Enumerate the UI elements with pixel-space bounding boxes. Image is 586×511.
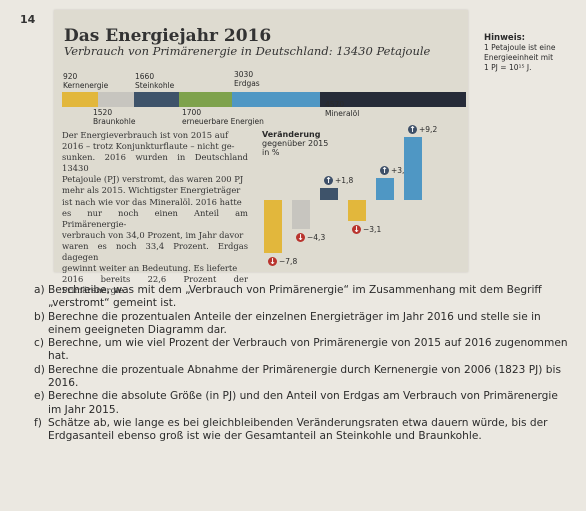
- change-value: +1,8: [335, 175, 354, 185]
- segment-name: erneuerbare Energien: [182, 117, 264, 126]
- hint-label: Hinweis:: [484, 33, 526, 43]
- segment-braunkohle: [98, 92, 134, 107]
- task-text: Schätze ab, wie lange es bei gleichbleib…: [48, 416, 548, 443]
- body-line: gewinnt weiter an Bedeutung. Es lieferte: [62, 263, 238, 274]
- hint-line: 1 PJ = 10¹⁵ J.: [484, 63, 532, 72]
- task-a: a) Beschreibe, was mit dem „Verbrauch von…: [34, 284, 574, 311]
- arrow-up-icon: ↑: [380, 166, 389, 176]
- task-letter: f): [34, 416, 42, 429]
- chart-sub: gegenüber 2015: [262, 139, 329, 148]
- infobox-title: Das Energiejahr 2016: [64, 26, 272, 46]
- segment-name: Steinkohle: [135, 81, 175, 90]
- segment-value: 1700: [182, 108, 202, 117]
- change-value: +3,2: [391, 166, 410, 176]
- change-value: −7,8: [279, 257, 298, 267]
- body-line: mehr als 2015. Wichtigster Energieträger: [62, 185, 241, 196]
- segment-value: 3030: [234, 70, 254, 79]
- task-text: Beschreibe, was mit dem „Verbrauch von P…: [48, 284, 542, 310]
- body-line: es nur noch einen Anteil am Primärenergi…: [62, 207, 248, 229]
- arrow-up-icon: ↑: [408, 125, 417, 135]
- segment-mineraloel: [320, 92, 466, 107]
- segment-label-erneuerbare: 1700 erneuerbare Energien: [182, 108, 264, 126]
- hint-line: Energieeinheit mit: [484, 53, 554, 62]
- change-bar-label: ↑ +3,2: [380, 166, 410, 176]
- chart-sub: in %: [262, 148, 280, 157]
- task-list: a) Beschreibe, was mit dem „Verbrauch von…: [34, 284, 574, 444]
- segment-steinkohle: [134, 92, 179, 107]
- segment-label-kernenergie: 920 Kernenergie: [63, 72, 108, 90]
- task-c: c) Berechne, um wie viel Prozent der Verb…: [34, 337, 574, 364]
- change-bar-label: ↑ +1,8: [324, 175, 354, 185]
- segment-label-steinkohle: 1660 Steinkohle: [135, 72, 174, 90]
- change-bar-label: ↓ −4,3: [296, 233, 326, 243]
- task-letter: b): [34, 310, 45, 323]
- body-line: sunken. 2016 wurden in Deutschland 13430: [62, 152, 248, 174]
- body-line: ist nach wie vor das Mineralöl. 2016 hat…: [62, 196, 242, 207]
- task-f: f) Schätze ab, wie lange es bei gleichble…: [34, 417, 574, 444]
- task-text: Berechne die prozentuale Abnahme der Pri…: [48, 363, 561, 390]
- change-bar-label: ↓ −3,1: [352, 225, 382, 235]
- change-chart-heading: Veränderung gegenüber 2015 in %: [262, 130, 328, 157]
- task-b: b) Berechne die prozentualen Anteile der …: [34, 311, 574, 338]
- segment-name: Kernenergie: [63, 81, 109, 90]
- arrow-up-icon: ↑: [324, 175, 333, 185]
- arrow-down-icon: ↓: [296, 233, 305, 243]
- body-line: 2016 bereits 22,6 Prozent der Primärener…: [62, 274, 248, 296]
- infobox-subtitle: Verbrauch von Primärenergie in Deutschla…: [64, 44, 431, 58]
- task-letter: e): [34, 390, 45, 403]
- change-bar: [292, 200, 310, 230]
- arrow-down-icon: ↓: [352, 225, 361, 235]
- segment-value: 1520: [93, 108, 113, 117]
- task-text: Berechne, um wie viel Prozent der Verbra…: [48, 337, 568, 363]
- change-bar: [376, 178, 394, 200]
- change-bar: [320, 187, 338, 200]
- segment-kernenergie: [62, 92, 98, 107]
- segment-name: Erdgas: [234, 79, 260, 88]
- info-box: [54, 10, 468, 272]
- hint-line: 1 Petajoule ist eine: [484, 43, 556, 52]
- arrow-down-icon: ↓: [268, 257, 277, 267]
- body-line: waren es noch 33,4 Prozent. Erdgas dageg…: [62, 240, 248, 263]
- change-bar: [404, 137, 422, 200]
- body-line: 2016 – trotz Konjunkturflaute – nicht ge…: [62, 141, 235, 152]
- segment-value: 1660: [135, 72, 155, 81]
- change-bar-label: ↓ −7,8: [268, 257, 298, 267]
- hint-text: 1 Petajoule ist eine Energieeinheit mit …: [484, 43, 584, 73]
- task-d: d) Berechne die prozentuale Abnahme der P…: [34, 364, 574, 391]
- change-value: +9,2: [419, 125, 438, 135]
- change-bar: [348, 200, 366, 222]
- page-number: 14: [20, 13, 36, 26]
- task-text: Berechne die prozentualen Anteile der ei…: [48, 310, 541, 336]
- body-text: Der Energieverbrauch ist von 2015 auf 20…: [62, 130, 248, 296]
- segment-value: 920: [63, 72, 78, 81]
- change-bar: [264, 200, 282, 254]
- segment-label-mineraloel: 4570 Mineralöl: [325, 100, 359, 118]
- task-letter: a): [34, 284, 45, 296]
- segment-name: Braunkohle: [93, 117, 136, 126]
- change-value: −4,3: [307, 233, 326, 243]
- task-text: Berechne die absolute Größe (in PJ) und …: [48, 390, 558, 416]
- segment-erneuerbare: [179, 92, 232, 107]
- body-line: Petajoule (PJ) verstromt, das waren 200 …: [62, 174, 244, 185]
- task-letter: c): [34, 337, 44, 350]
- body-line: Der Energieverbrauch ist von 2015 auf: [62, 130, 229, 140]
- segment-label-erdgas: 3030 Erdgas: [234, 70, 260, 88]
- change-value: −3,1: [363, 225, 382, 235]
- segment-name: Mineralöl: [325, 109, 360, 118]
- segment-value: 4570: [325, 100, 345, 109]
- change-bar-label: ↑ +9,2: [408, 125, 438, 135]
- task-e: e) Berechne die absolute Größe (in PJ) un…: [34, 390, 574, 417]
- segment-erdgas: [232, 92, 320, 107]
- chart-title: Veränderung: [262, 130, 321, 139]
- task-letter: d): [34, 363, 45, 376]
- body-line: verbrauch von 34,0 Prozent, im Jahr davo…: [62, 229, 244, 240]
- segment-label-braunkohle: 1520 Braunkohle: [93, 108, 135, 126]
